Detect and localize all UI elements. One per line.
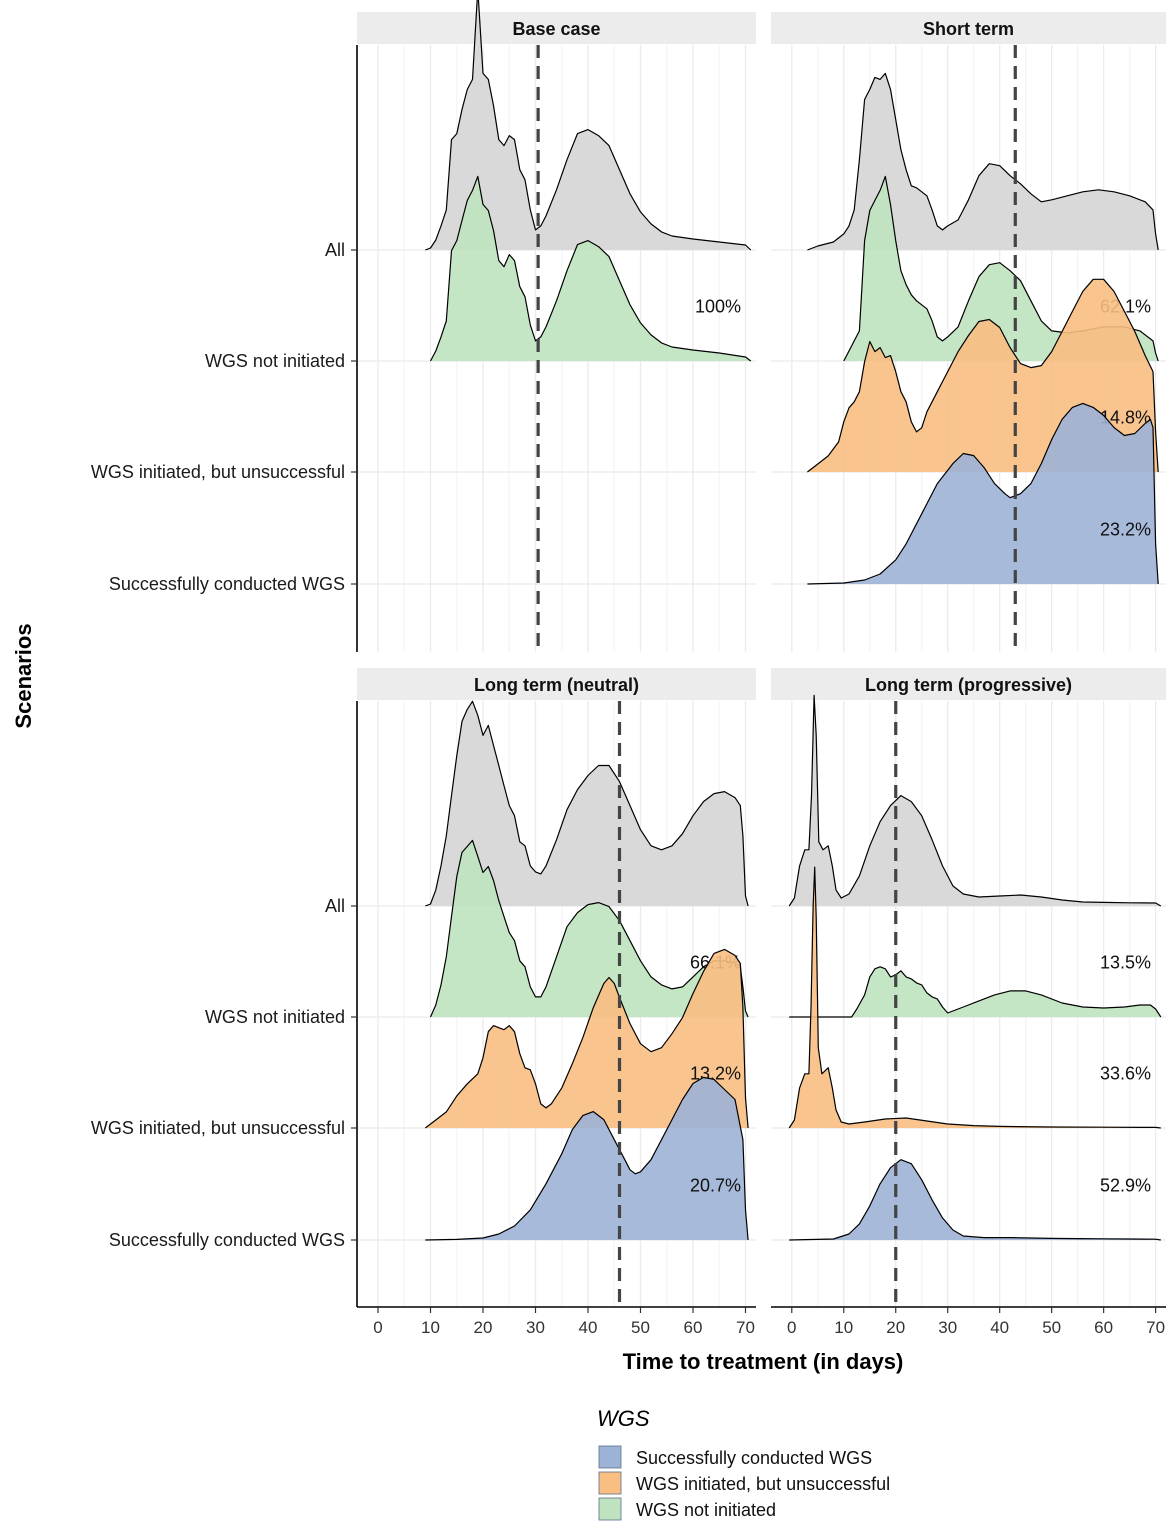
row-label-wgs-not-initiated: WGS not initiated	[205, 1007, 345, 1027]
panel-title: Short term	[923, 19, 1014, 39]
row-label-wgs-initiated-but-unsuccessful: WGS initiated, but unsuccessful	[91, 1118, 345, 1138]
x-tick-label: 10	[421, 1318, 440, 1337]
ridge-outline-wgs-not-initiated	[429, 175, 752, 362]
ridge-outline-all	[425, 0, 752, 251]
legend-swatch-successfully-conducted-wgs	[598, 1445, 622, 1469]
x-tick-label: 20	[474, 1318, 493, 1337]
x-tick-label: 40	[579, 1318, 598, 1337]
x-tick-label: 40	[990, 1318, 1009, 1337]
percent-label: 52.9%	[1100, 1175, 1151, 1195]
row-label-all: All	[325, 896, 345, 916]
x-tick-label: 60	[1094, 1318, 1113, 1337]
x-tick-label: 30	[938, 1318, 957, 1337]
x-axis-title: Time to treatment (in days)	[623, 1349, 904, 1374]
x-tick-label: 70	[736, 1318, 755, 1337]
row-label-successfully-conducted-wgs: Successfully conducted WGS	[109, 574, 345, 594]
panels: Base case 100% All WGS not initiated WGS ini…	[91, 0, 1166, 1337]
x-tick-label: 70	[1146, 1318, 1165, 1337]
panel-strip	[357, 668, 756, 700]
legend-label-wgs-initiated-but-unsuccessful: WGS initiated, but unsuccessful	[636, 1474, 890, 1494]
panel-strip	[771, 12, 1166, 44]
panel-long-term-neutral: Long term (neutral)66.1%13.2%20.7%AllWGS…	[91, 668, 756, 1337]
legend-label-successfully-conducted-wgs: Successfully conducted WGS	[636, 1448, 872, 1468]
ridge-outline-all	[425, 700, 749, 907]
axes: Time to treatment (in days) Scenarios	[11, 623, 903, 1374]
ridge-outline-wgs-not-initiated	[789, 966, 1162, 1018]
panel-title: Long term (neutral)	[474, 675, 639, 695]
row-label-all: All	[325, 240, 345, 260]
ridge-area-successfully-conducted-wgs	[789, 1159, 1161, 1240]
panel-long-term-progressive: Long term (progressive) 13.5% 33.6% 52.9% 0 1…	[771, 668, 1166, 1337]
ridge-outline-successfully-conducted-wgs	[789, 1159, 1161, 1241]
panel-title: Long term (progressive)	[865, 675, 1072, 695]
panel-base-case: Base case 100% All WGS not initiated WGS ini…	[91, 0, 756, 652]
x-tick-label: 20	[886, 1318, 905, 1337]
y-axis-title: Scenarios	[11, 623, 36, 728]
legend-swatch-wgs-not-initiated	[598, 1497, 622, 1521]
ridge-outline-all	[788, 694, 1162, 907]
row-label-wgs-initiated-but-unsuccessful: WGS initiated, but unsuccessful	[91, 462, 345, 482]
ridge-area-wgs-not-initiated	[789, 966, 1161, 1017]
ridge-outline-wgs-initiated-but-unsuccessful	[424, 948, 749, 1129]
row-label-successfully-conducted-wgs: Successfully conducted WGS	[109, 1230, 345, 1250]
ridge-outline-wgs-initiated-but-unsuccessful	[788, 866, 1161, 1129]
x-tick-label: 50	[631, 1318, 650, 1337]
ridge-area-successfully-conducted-wgs	[425, 1077, 749, 1240]
ridge-outline-successfully-conducted-wgs	[425, 1076, 749, 1241]
ridge-area-wgs-not-initiated	[430, 840, 749, 1017]
ridge-area-wgs-not-initiated	[430, 176, 751, 361]
percent-label: 33.6%	[1100, 1063, 1151, 1083]
percent-label: 100%	[695, 296, 741, 316]
ridge-area-all	[425, 701, 749, 906]
ridge-area-all	[789, 695, 1161, 906]
x-tick-label: 0	[787, 1318, 796, 1337]
x-tick-label: 0	[373, 1318, 382, 1337]
legend-label-wgs-not-initiated: WGS not initiated	[636, 1500, 776, 1520]
ridge-area-all	[425, 0, 751, 250]
row-label-wgs-not-initiated: WGS not initiated	[205, 351, 345, 371]
ridge-outline-all	[807, 72, 1159, 251]
ridge-area-wgs-initiated-but-unsuccessful	[789, 867, 1161, 1128]
percent-label: 13.5%	[1100, 952, 1151, 972]
x-tick-label: 60	[684, 1318, 703, 1337]
panel-strip	[771, 668, 1166, 700]
ridge-area-successfully-conducted-wgs	[807, 403, 1159, 584]
ridge-outline-wgs-not-initiated	[429, 839, 749, 1018]
x-tick-label: 30	[526, 1318, 545, 1337]
legend-title: WGS	[597, 1406, 650, 1431]
ridge-outline-successfully-conducted-wgs	[807, 402, 1159, 585]
legend-swatch-wgs-initiated-but-unsuccessful	[598, 1471, 622, 1495]
panel-title: Base case	[512, 19, 600, 39]
percent-label: 14.8%	[1100, 407, 1151, 427]
x-tick-label: 10	[834, 1318, 853, 1337]
ridge-area-all	[807, 73, 1159, 251]
x-tick-label: 50	[1042, 1318, 1061, 1337]
ridge-area-wgs-initiated-but-unsuccessful	[425, 949, 749, 1128]
percent-label: 23.2%	[1100, 519, 1151, 539]
ridge-area-wgs-not-initiated	[843, 176, 1159, 361]
percent-label: 20.7%	[690, 1175, 741, 1195]
panel-strip	[357, 12, 756, 44]
legend: WGS Successfully conducted WGS WGS initia…	[597, 1406, 890, 1521]
ridge-outline-wgs-initiated-but-unsuccessful	[807, 278, 1159, 473]
